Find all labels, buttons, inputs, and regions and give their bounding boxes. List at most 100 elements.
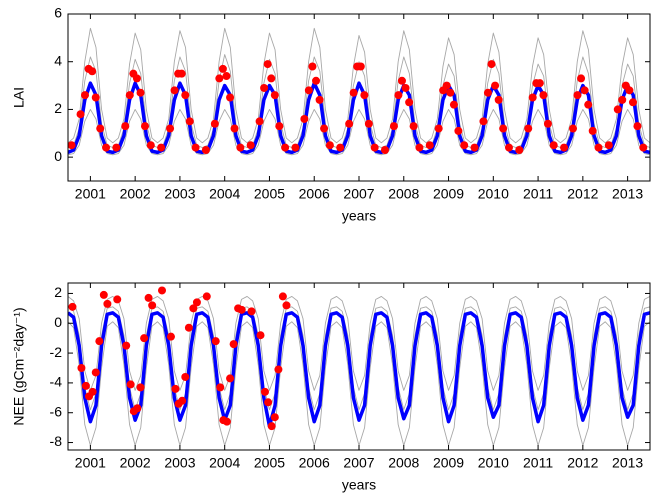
x-tick-label: 2006 <box>299 186 330 202</box>
observation <box>487 60 496 69</box>
y-axis-label: LAI <box>11 87 27 108</box>
x-tick-label: 2012 <box>567 186 598 202</box>
observation <box>577 74 586 83</box>
plot-area <box>68 295 650 446</box>
observation <box>442 81 451 90</box>
observation <box>460 141 469 150</box>
observation <box>136 383 145 392</box>
observation <box>216 383 225 392</box>
observation <box>88 387 97 396</box>
observation <box>568 124 577 133</box>
observation <box>148 301 157 310</box>
observation <box>401 83 410 92</box>
observation <box>81 91 90 100</box>
observation <box>185 117 194 126</box>
observation <box>389 122 398 131</box>
observation <box>122 341 131 350</box>
observation <box>68 302 77 311</box>
observation <box>171 384 180 393</box>
axes-box <box>67 282 651 451</box>
y-tick-label: 4 <box>54 52 62 68</box>
observation <box>370 143 379 152</box>
observation <box>613 105 622 114</box>
x-tick-label: 2003 <box>164 186 195 202</box>
observation <box>409 122 418 131</box>
observation <box>136 88 145 97</box>
observation <box>96 124 105 133</box>
observation <box>222 72 231 81</box>
ensemble-line <box>68 295 650 391</box>
observation <box>222 417 231 426</box>
observation <box>470 143 479 152</box>
observation <box>491 81 500 90</box>
observation <box>336 143 345 152</box>
observation <box>91 368 100 377</box>
observation <box>364 119 373 128</box>
observation <box>356 62 365 71</box>
observation <box>394 91 403 100</box>
ensemble-line <box>68 27 650 144</box>
observation <box>267 74 276 83</box>
x-tick-label: 2013 <box>612 186 643 202</box>
observation <box>229 340 238 349</box>
observation <box>140 334 149 343</box>
y-axis-label: NEE (gCm⁻²day⁻¹) <box>11 307 27 425</box>
observation <box>345 119 354 128</box>
observation <box>380 145 389 154</box>
x-tick-label: 2003 <box>164 455 195 471</box>
x-tick-label: 2004 <box>209 455 240 471</box>
x-tick-label: 2007 <box>343 186 374 202</box>
x-tick-label: 2002 <box>120 186 151 202</box>
observation <box>166 124 175 133</box>
observation <box>260 387 269 396</box>
observation <box>604 141 613 150</box>
y-tick-label: -8 <box>50 433 63 449</box>
x-tick-label: 2004 <box>209 186 240 202</box>
observation <box>121 122 130 131</box>
observation <box>304 86 313 95</box>
observation <box>91 93 100 102</box>
observation <box>270 91 279 100</box>
observation <box>633 122 642 131</box>
observation <box>76 110 85 119</box>
observation <box>274 365 283 374</box>
observation <box>499 124 508 133</box>
observation <box>125 91 134 100</box>
observation <box>515 145 524 154</box>
x-tick-label: 2005 <box>254 186 285 202</box>
observation <box>113 295 122 304</box>
observation <box>189 304 198 313</box>
observation <box>454 126 463 135</box>
observation <box>479 117 488 126</box>
observation <box>112 143 121 152</box>
observation <box>146 141 155 150</box>
observation <box>560 143 569 152</box>
x-axis-label: years <box>342 208 376 224</box>
x-tick-label: 2010 <box>478 186 509 202</box>
x-tick-label: 2008 <box>388 455 419 471</box>
y-tick-label: -6 <box>50 403 63 419</box>
x-axis-label: years <box>342 477 376 493</box>
observation <box>181 372 190 381</box>
observation <box>291 143 300 152</box>
observation <box>126 380 135 389</box>
observation <box>278 292 287 301</box>
x-tick-label: 2009 <box>433 455 464 471</box>
observation <box>573 91 582 100</box>
observation <box>405 98 414 107</box>
observation <box>349 88 358 97</box>
y-tick-label: 2 <box>54 284 62 300</box>
observation <box>144 293 153 302</box>
observation <box>360 91 369 100</box>
observation <box>483 88 492 97</box>
observation <box>315 95 324 104</box>
observation <box>415 143 424 152</box>
observation <box>618 95 627 104</box>
observation <box>434 124 443 133</box>
observation <box>226 374 235 383</box>
x-tick-label: 2005 <box>254 455 285 471</box>
observation <box>141 122 150 131</box>
x-tick-label: 2010 <box>478 455 509 471</box>
observation <box>494 95 503 104</box>
